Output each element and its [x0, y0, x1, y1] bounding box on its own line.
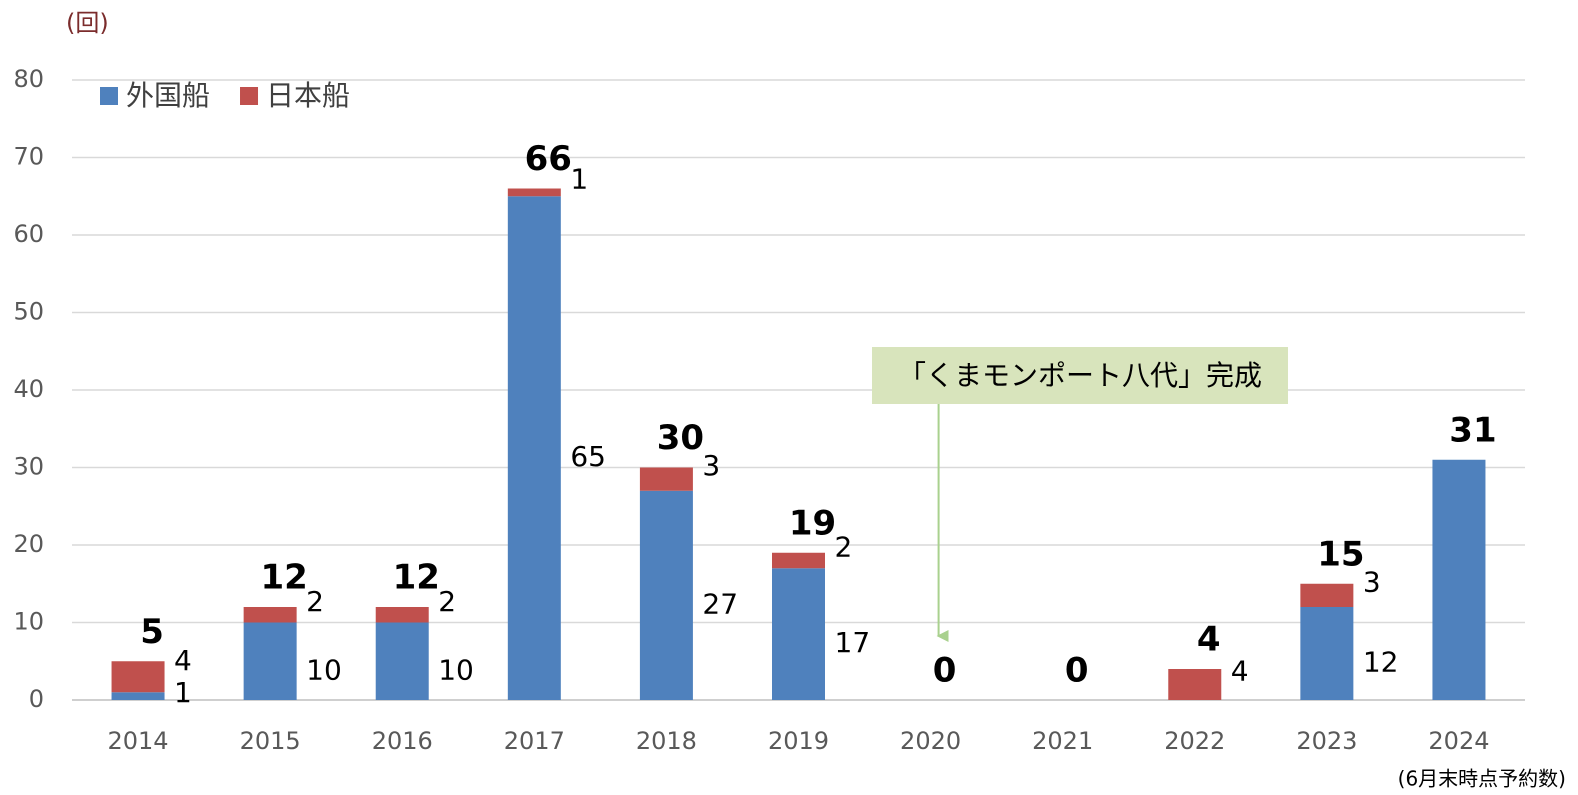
- bar-segment: [243, 607, 297, 623]
- bar-segment: [1432, 459, 1486, 700]
- x-tick-label: 2014: [108, 727, 169, 755]
- total-label: 0: [1065, 651, 1089, 691]
- bar-segment: [375, 622, 429, 700]
- bar-segment: [639, 490, 693, 700]
- total-label: 66: [525, 139, 572, 179]
- total-label: 15: [1317, 534, 1364, 574]
- total-label: 30: [657, 418, 704, 458]
- x-tick-label: 2017: [504, 727, 565, 755]
- x-tick-label: 2016: [372, 727, 433, 755]
- x-tick-label: 2021: [1032, 727, 1093, 755]
- footnote: (6月末時点予約数): [1398, 767, 1566, 791]
- total-label: 0: [933, 651, 957, 691]
- total-label: 19: [789, 503, 836, 543]
- segment-label: 4: [174, 644, 192, 677]
- y-tick-label: 10: [13, 608, 44, 636]
- segment-label: 2: [438, 585, 456, 618]
- segment-label: 3: [702, 449, 720, 482]
- total-label: 5: [140, 612, 164, 652]
- y-tick-label: 50: [13, 298, 44, 326]
- annotation-text: 「くまモンポート八代」完成: [898, 359, 1262, 392]
- total-label: 12: [393, 558, 440, 598]
- segment-label: 2: [306, 585, 324, 618]
- segment-label: 1: [174, 676, 192, 709]
- bar-segment: [1300, 583, 1354, 607]
- bar-segment: [111, 661, 165, 693]
- bar-segment: [507, 196, 561, 700]
- bar-segment: [111, 692, 165, 700]
- bar-segment: [507, 188, 561, 197]
- x-tick-label: 2023: [1296, 727, 1357, 755]
- segment-label: 3: [1363, 565, 1381, 598]
- bar-segment: [639, 467, 693, 491]
- segment-label: 10: [306, 653, 342, 686]
- bar-segment: [243, 622, 297, 700]
- segment-label: 27: [702, 587, 738, 620]
- segment-label: 10: [438, 653, 474, 686]
- y-tick-label: 20: [13, 530, 44, 558]
- y-axis-unit: (回): [66, 9, 109, 37]
- segment-label: 12: [1363, 646, 1399, 679]
- x-tick-label: 2019: [768, 727, 829, 755]
- bar-segment: [772, 568, 825, 700]
- segment-label: 4: [1231, 655, 1249, 688]
- x-tick-label: 2020: [900, 727, 961, 755]
- y-tick-label: 70: [13, 143, 44, 171]
- total-label: 4: [1197, 620, 1221, 660]
- x-tick-label: 2018: [636, 727, 697, 755]
- x-tick-label: 2024: [1428, 727, 1489, 755]
- y-tick-label: 0: [29, 685, 44, 713]
- x-tick-label: 2015: [240, 727, 301, 755]
- bar-segment: [1168, 669, 1222, 700]
- total-label: 12: [260, 558, 307, 598]
- segment-label: 2: [835, 531, 853, 564]
- y-tick-label: 30: [13, 453, 44, 481]
- segment-label: 17: [835, 626, 871, 659]
- y-tick-label: 40: [13, 375, 44, 403]
- y-tick-label: 80: [13, 65, 44, 93]
- legend-swatch: [100, 87, 118, 105]
- legend-label: 日本船: [266, 79, 350, 112]
- segment-label: 1: [570, 162, 588, 195]
- segment-label: 65: [570, 440, 606, 473]
- annotation-box: [872, 347, 1288, 404]
- legend-swatch: [240, 87, 259, 105]
- bar-segment: [772, 552, 825, 569]
- bar-segment: [375, 607, 429, 623]
- bar-segment: [1300, 607, 1354, 700]
- total-label: 31: [1449, 410, 1496, 450]
- y-tick-label: 60: [13, 220, 44, 248]
- x-tick-label: 2022: [1164, 727, 1225, 755]
- legend-label: 外国船: [126, 79, 210, 112]
